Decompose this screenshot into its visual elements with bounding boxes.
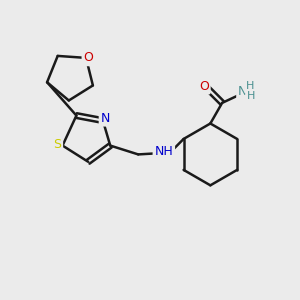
Text: H: H	[247, 91, 255, 101]
Text: S: S	[53, 138, 61, 151]
Text: H: H	[246, 81, 254, 92]
Text: NH: NH	[154, 145, 173, 158]
Text: O: O	[83, 51, 93, 64]
Text: O: O	[199, 80, 209, 93]
Text: N: N	[100, 112, 110, 125]
Text: N: N	[238, 85, 248, 98]
